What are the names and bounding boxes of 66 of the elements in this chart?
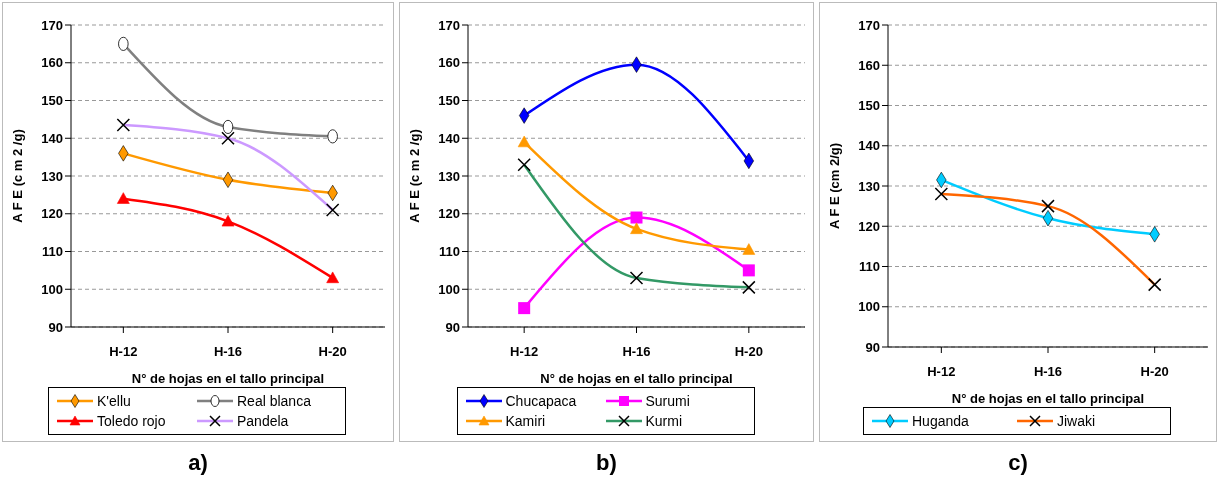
y-tick-label: 150: [858, 98, 880, 114]
x-axis-title: N° de hojas en el tallo principal: [131, 371, 325, 386]
y-tick-label: 160: [858, 57, 880, 73]
x-tick-label: H-16: [213, 344, 243, 360]
x-axis-title: N° de hojas en el tallo principal: [951, 391, 1145, 406]
x-tick-label: H-12: [510, 344, 539, 360]
y-tick-label: 90: [48, 319, 63, 335]
y-tick-label: 110: [859, 259, 880, 275]
y-tick-label: 120: [438, 206, 460, 222]
point: [742, 264, 755, 277]
text: b): [595, 450, 618, 476]
legend-label: Toledo rojo: [97, 413, 166, 429]
x-tick-label: H-12: [109, 344, 138, 360]
y-tick-label: 160: [438, 55, 460, 71]
point: [517, 135, 531, 148]
y-tick-label: 90: [445, 319, 460, 335]
legend-label: Surumi: [645, 393, 690, 409]
legend-label: Huganda: [912, 413, 969, 429]
y-tick-label: 130: [858, 178, 880, 194]
point: [221, 215, 235, 227]
y-tick-label: 120: [858, 218, 880, 234]
y-tick-label: 100: [858, 299, 880, 315]
text: a): [187, 450, 209, 476]
y-tick-label: 90: [865, 339, 880, 355]
x-tick-label: H-12: [927, 364, 956, 380]
y-tick-label: 150: [438, 93, 460, 109]
y-tick-label: 100: [438, 281, 460, 297]
y-tick-label: 120: [41, 206, 63, 222]
y-tick-label: 110: [439, 244, 460, 260]
legend-label: Kurmi: [645, 413, 683, 429]
x-axis-title: N° de hojas en el tallo principal: [540, 371, 733, 386]
y-tick-label: 170: [41, 17, 63, 33]
y-tick-label: 170: [438, 17, 460, 33]
y-tick-label: 170: [858, 17, 880, 33]
y-axis-title: A F E (cm 2/g): [826, 142, 842, 230]
y-tick-label: 110: [42, 244, 63, 260]
y-tick-label: 130: [438, 168, 460, 184]
point: [518, 302, 531, 315]
x-tick-label: H-16: [1033, 364, 1063, 380]
legend-label: Pandela: [237, 413, 289, 429]
legend-label: Jiwaki: [1057, 413, 1096, 429]
legend-label: K'ellu: [97, 393, 131, 409]
y-tick-label: 160: [41, 55, 63, 71]
point: [1042, 210, 1054, 227]
point: [742, 243, 756, 255]
y-axis-title: A F E (c m 2 /g): [9, 129, 25, 223]
legend-label: Real blanca: [237, 393, 311, 409]
point: [222, 171, 234, 188]
legend-label: Chucapaca: [505, 393, 577, 409]
x-tick-label: H-20: [1140, 364, 1169, 380]
y-tick-label: 150: [41, 93, 63, 109]
point: [117, 192, 130, 204]
point: [326, 271, 339, 284]
point: [630, 211, 643, 224]
y-tick-label: 130: [41, 168, 63, 184]
text: c): [1007, 450, 1029, 476]
x-tick-label: H-20: [734, 344, 763, 360]
legend-label: Kamiri: [505, 413, 546, 429]
y-tick-label: 140: [858, 138, 880, 154]
y-tick-label: 100: [41, 281, 63, 297]
y-tick-label: 140: [41, 130, 63, 146]
x-tick-label: H-20: [318, 344, 347, 360]
y-axis-title: A F E (c m 2 /g): [406, 129, 422, 223]
x-tick-label: H-16: [622, 344, 651, 360]
point: [630, 222, 643, 234]
y-tick-label: 140: [438, 130, 460, 146]
